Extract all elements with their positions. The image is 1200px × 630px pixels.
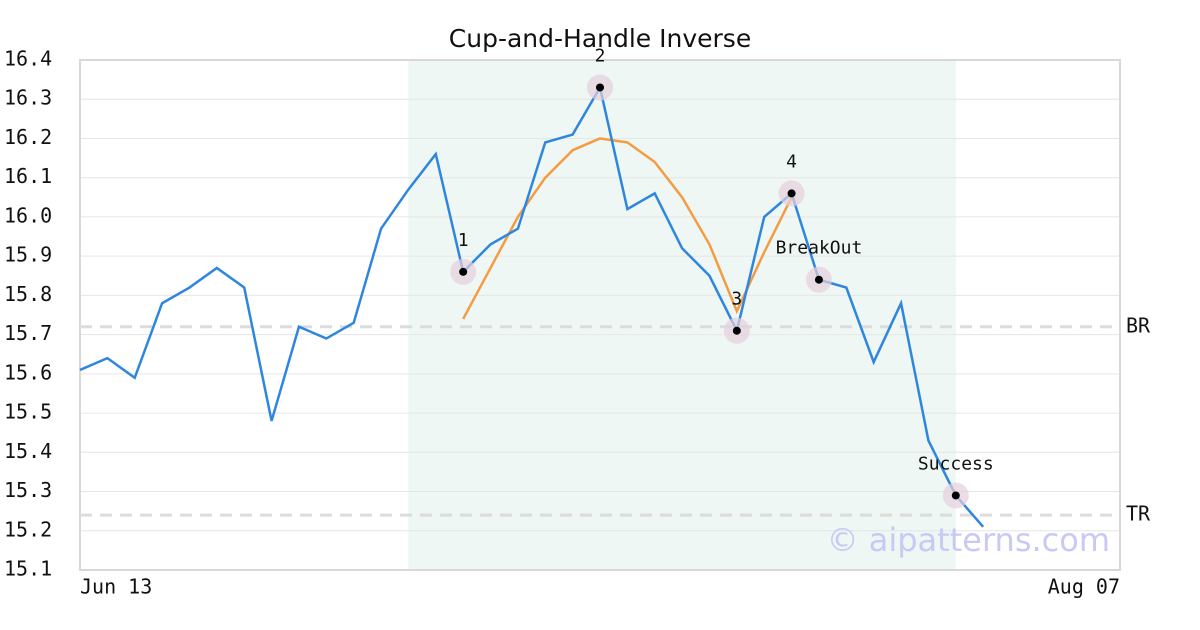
- y-tick-label: 16.2: [4, 125, 52, 149]
- reference-label: TR: [1126, 502, 1151, 526]
- y-tick-label: 15.4: [4, 439, 52, 463]
- plot-frame: [79, 59, 1121, 571]
- pivot-dot: [732, 326, 741, 335]
- pivot-label: 4: [786, 151, 797, 172]
- pivot-label: 3: [731, 289, 742, 310]
- pivot-label: Success: [918, 453, 994, 474]
- series-line: [79, 84, 985, 528]
- y-tick-label: 15.6: [4, 360, 52, 384]
- y-tick-label: 16.0: [4, 203, 52, 227]
- pivot-dot: [787, 189, 796, 198]
- pivot-dot: [459, 267, 468, 276]
- y-tick-label: 15.2: [4, 517, 52, 541]
- y-tick-label: 15.9: [4, 243, 52, 267]
- watermark: © aipatterns.com: [827, 521, 1110, 559]
- x-tick-label: Aug 07: [1048, 575, 1120, 599]
- reference-label: BR: [1126, 313, 1151, 337]
- pivot-dot: [814, 275, 823, 284]
- y-tick-label: 15.5: [4, 400, 52, 424]
- pivot-label: 1: [458, 230, 469, 251]
- pivot-label: BreakOut: [776, 238, 863, 259]
- pivot-dot: [596, 83, 604, 92]
- chart-title: Cup-and-Handle Inverse: [449, 24, 751, 53]
- pivot-label: 2: [595, 45, 606, 66]
- y-tick-label: 16.4: [4, 47, 52, 71]
- pattern-region: [408, 60, 956, 570]
- y-tick-label: 15.3: [4, 478, 52, 502]
- y-tick-label: 15.1: [4, 557, 52, 581]
- y-tick-label: 15.8: [4, 282, 52, 306]
- pivot-dot: [951, 491, 960, 500]
- y-tick-label: 15.7: [4, 321, 52, 345]
- y-tick-label: 16.1: [4, 164, 52, 188]
- x-tick-label: Jun 13: [80, 575, 152, 599]
- series-line: [462, 137, 793, 320]
- y-tick-label: 16.3: [4, 86, 52, 110]
